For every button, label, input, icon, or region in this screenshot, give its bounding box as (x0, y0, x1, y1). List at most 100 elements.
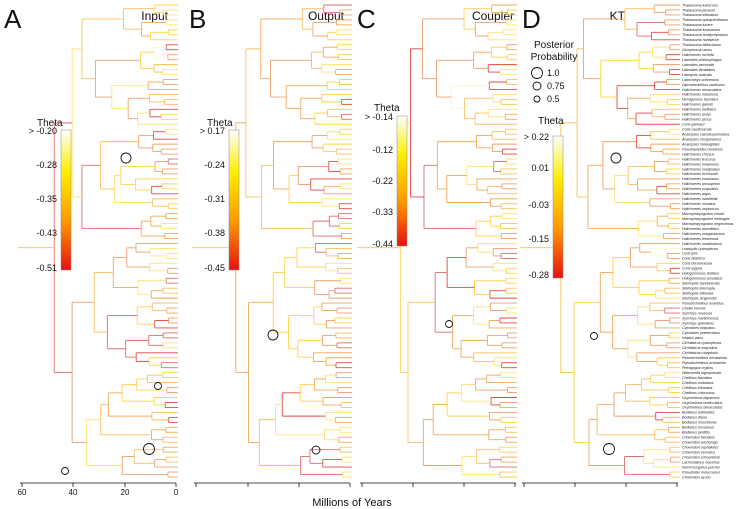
taxon-label: Halichoeres pictus (682, 118, 712, 122)
axis-tick-a-60: 60 (18, 488, 27, 497)
taxon-label: Oxycheilinus bimaculatus (682, 406, 723, 410)
color-scale-c (396, 115, 408, 247)
taxon-label: Halichoeres timorensis (682, 237, 719, 241)
taxon-label: Oxycheilinus digramma (682, 396, 719, 400)
taxon-label: Labrichthys unilineatus (682, 78, 719, 82)
legend-tick-d-3: -0.15 (528, 234, 549, 244)
taxon-label: Thalassoma quinquevittatum (682, 18, 728, 22)
taxon-label: Coris caudimacula (682, 128, 712, 132)
taxon-label: Halichoeres zeylonicus (682, 207, 719, 211)
time-axis-c (360, 482, 516, 487)
time-axis-a: 60 40 20 0 (18, 482, 179, 497)
taxon-label: Choerodon cephalotes (682, 445, 718, 449)
legend-title-b: Theta (207, 118, 233, 129)
taxon-label: Halichoeres miniatus (682, 202, 716, 206)
panel-letter-d: D (522, 4, 541, 34)
posterior-circle (603, 443, 615, 455)
legend-tick-d-0: > 0.22 (524, 132, 549, 142)
taxon-label: Halichoeres marginatus (682, 167, 720, 171)
taxon-label: Anampses meleagrides (681, 142, 720, 146)
taxon-label: Halichoeres argus (682, 192, 711, 196)
panel-a: A Input Theta > -0.20 -0.28 -0.35 -0.43 … (4, 4, 179, 497)
legend-title-c: Theta (374, 103, 400, 114)
taxon-label: Thalassoma jansenii (682, 8, 715, 12)
posterior-legend-circle-medium (532, 81, 542, 91)
taxon-label: Pseudojuloides cerasinus (682, 147, 723, 151)
taxon-label: Lachnolaimus maximus (682, 460, 720, 464)
axis-tick-a-40: 40 (69, 488, 78, 497)
x-axis-label: Millions of Years (312, 497, 392, 509)
taxon-label: Cheilinus undulatus (682, 381, 714, 385)
taxon-label: Leptojulis cyanopleura (682, 247, 718, 251)
panel-letter-c: C (357, 4, 376, 34)
taxon-label: Xyrichtys novacula (681, 311, 712, 315)
color-scale-b (228, 129, 240, 271)
posterior-circle (267, 329, 279, 341)
taxon-label: Halichoeres hortulanus (682, 177, 719, 181)
taxon-label: Bodianus perditio (682, 431, 710, 435)
taxon-label: Choerodon venustus (682, 450, 715, 454)
taxon-label: Cirrhilabrus rubripinnis (682, 351, 718, 355)
legend-title-d: Theta (538, 116, 564, 127)
taxon-label: Hemigymnus fasciatus (682, 98, 718, 102)
taxon-label: Semicossyphus pulcher (682, 465, 721, 469)
taxon-label: Choerodon schoenleinii (682, 455, 720, 459)
taxon-label: Halichoeres leucurus (682, 157, 716, 161)
posterior-legend-label-1: 0.75 (547, 81, 565, 91)
posterior-legend-title-2: Probability (531, 52, 578, 63)
legend-tick-b-0: > 0.17 (200, 126, 225, 136)
taxon-label: Halichoeres scapularis (682, 187, 718, 191)
posterior-legend: Posterior Probability 1.0 0.75 0.5 (531, 40, 578, 104)
taxon-label: Cirrhilabrus exquisitus (682, 346, 718, 350)
taxon-label: Coris dorsomacula (682, 262, 712, 266)
taxon-label: Halichoeres melanurus (682, 162, 719, 166)
taxon-label: Bodianus diana (682, 416, 707, 420)
taxon-label: Coris julis (682, 252, 698, 256)
posterior-legend-circle-large (531, 67, 543, 79)
legend-tick-b-4: -0.45 (204, 263, 225, 273)
taxon-label: Oxycheilinus unifasciatus (682, 401, 723, 405)
taxon-label: Cheilio inermis (682, 306, 706, 310)
legend-title-a: Theta (37, 118, 63, 129)
taxon-label: Halichoeres ornatissimus (682, 242, 722, 246)
legend-tick-c-3: -0.33 (372, 207, 393, 217)
time-axis-d (522, 482, 678, 487)
color-scale-a (60, 129, 72, 271)
taxon-label: Thalassoma lutescens (682, 3, 718, 7)
legend-tick-b-2: -0.31 (204, 194, 225, 204)
taxon-label: Halichoeres trimaculatus (682, 88, 722, 92)
posterior-legend-label-0: 1.0 (547, 68, 560, 78)
taxon-label: Bodianus anthioides (682, 411, 715, 415)
taxon-label: Thalassoma bifasciatum (682, 43, 721, 47)
posterior-circle (143, 443, 155, 455)
legend-tick-a-0: > -0.20 (29, 126, 57, 136)
tree-b (192, 4, 352, 478)
legend-tick-c-1: -0.12 (372, 145, 393, 155)
taxon-label: Pseudodax moluccanus (682, 470, 720, 474)
taxon-label: Cheilinus chlorourus (682, 391, 715, 395)
legend-tick-d-1: 0.01 (531, 163, 549, 173)
time-axis-b (194, 482, 351, 487)
axis-tick-a-0: 0 (174, 488, 179, 497)
panel-b: B Output Theta > 0.17 -0.24 -0.31 -0.38 … (189, 4, 352, 487)
taxon-label: Iniistius pavo (682, 336, 703, 340)
taxon-label: Halichoeres hartzfeldii (682, 197, 718, 201)
taxon-label: Halichoeres nebulosus (682, 93, 719, 97)
taxon-label: Bodianus mesothorax (682, 421, 717, 425)
taxon-label: Stethojulis strigiventer (682, 296, 718, 300)
taxon-label: Diproctacanthus xanthurus (682, 83, 725, 87)
taxon-label: Cheilinus fasciatus (682, 376, 712, 380)
posterior-legend-label-2: 0.5 (547, 94, 560, 104)
taxon-label: Pseudocheilinus evanidus (682, 301, 724, 305)
legend-tick-c-4: -0.44 (372, 239, 393, 249)
taxon-label: Choerodon azurio (682, 475, 711, 479)
posterior-circle (61, 467, 69, 475)
taxon-label: Halichoeres poeyi (682, 113, 711, 117)
posterior-legend-title-1: Posterior (534, 40, 575, 51)
taxon-label: Thalassoma lucasanum (682, 28, 720, 32)
taxon-label: Macropharyngodon negrosensis (682, 222, 734, 226)
taxon-label: Halichoeres chrysus (682, 152, 715, 156)
tree-c (357, 4, 517, 478)
